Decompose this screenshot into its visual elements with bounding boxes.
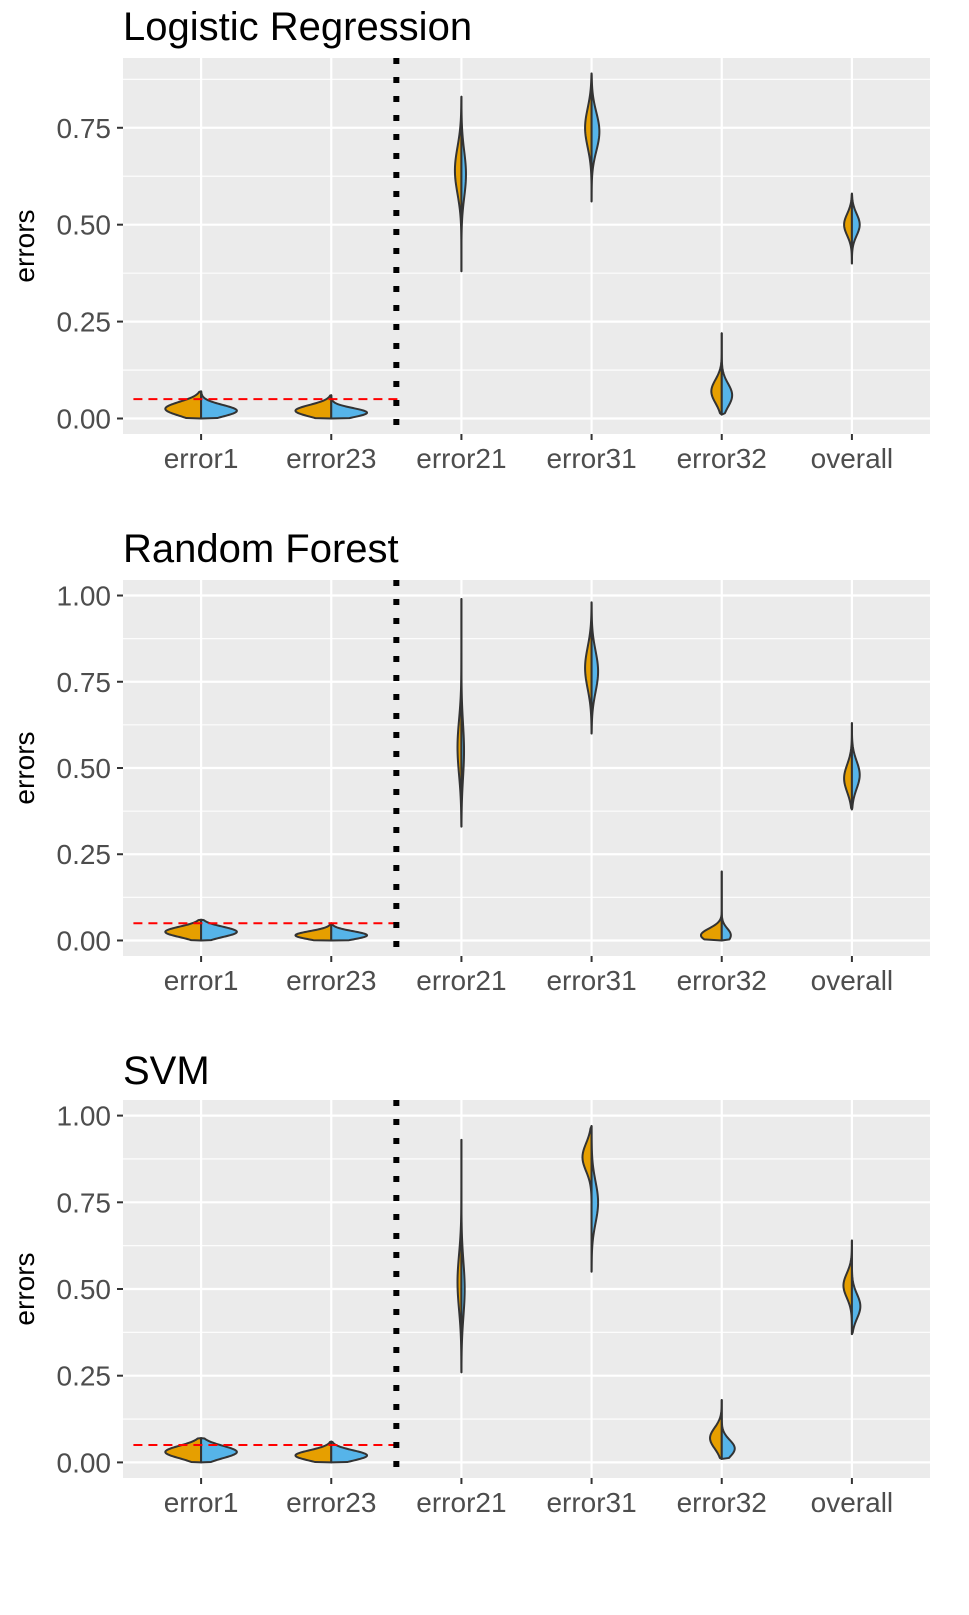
violin-right-error21 xyxy=(460,95,467,273)
panel-logistic-regression-title: Logistic Regression xyxy=(123,5,472,49)
x-tick-label-error32: error32 xyxy=(677,965,767,996)
violin-right-overall xyxy=(850,722,861,811)
violin-left-error1 xyxy=(164,918,203,942)
x-tick-label-error23: error23 xyxy=(286,1487,376,1518)
y-tick-label: 0.75 xyxy=(57,1187,112,1218)
x-tick-label-error1: error1 xyxy=(164,1487,239,1518)
x-tick-label-overall: overall xyxy=(811,443,893,474)
violin-right-error21 xyxy=(460,1138,466,1374)
panel-svm-title: SVM xyxy=(123,1049,210,1093)
panel-random-forest-title: Random Forest xyxy=(123,527,399,571)
panel-logistic-regression-y-axis-title: errors xyxy=(9,209,40,282)
y-tick-label: 0.25 xyxy=(57,1361,112,1392)
x-tick-label-error1: error1 xyxy=(164,965,239,996)
y-tick-label: 0.25 xyxy=(57,307,112,338)
panel-random-forest-y-axis-title: errors xyxy=(9,731,40,804)
panel-logistic-regression-background xyxy=(123,58,930,434)
violin-right-error23 xyxy=(330,922,369,942)
x-tick-label-error21: error21 xyxy=(416,1487,506,1518)
violin-right-error32 xyxy=(720,1398,736,1460)
panel-random-forest: 0.00 0.25 0.50 0.75 1.00 error1 error23 error21… xyxy=(9,527,930,996)
violin-right-error31 xyxy=(590,72,601,203)
y-tick-label: 0.00 xyxy=(57,403,112,434)
violin-right-error32 xyxy=(720,332,734,416)
x-tick-label-error1: error1 xyxy=(164,443,239,474)
x-tick-label-error31: error31 xyxy=(546,965,636,996)
y-tick-label: 0.75 xyxy=(57,667,112,698)
violin-left-error1 xyxy=(164,390,203,420)
violin-right-overall xyxy=(850,1239,862,1336)
violin-right-error21 xyxy=(460,597,466,828)
x-tick-label-error31: error31 xyxy=(546,443,636,474)
violin-left-error23 xyxy=(294,922,333,942)
x-tick-label-error31: error31 xyxy=(546,1487,636,1518)
y-tick-label: 1.00 xyxy=(57,1101,112,1132)
y-tick-label: 0.00 xyxy=(57,1447,112,1478)
x-tick-label-error23: error23 xyxy=(286,965,376,996)
x-tick-label-error23: error23 xyxy=(286,443,376,474)
y-tick-label: 0.25 xyxy=(57,839,112,870)
panel-logistic-regression: 0.00 0.25 0.50 0.75 error1 error23 error21 erro… xyxy=(9,5,930,474)
x-tick-label-error32: error32 xyxy=(677,443,767,474)
violin-right-error31 xyxy=(590,601,600,735)
violin-left-error23 xyxy=(294,1440,333,1464)
y-tick-label: 1.00 xyxy=(57,581,112,612)
violin-left-error1 xyxy=(164,1437,203,1464)
violin-right-overall xyxy=(850,192,861,265)
x-tick-label-overall: overall xyxy=(811,1487,893,1518)
y-tick-label: 0.00 xyxy=(57,925,112,956)
x-tick-label-error32: error32 xyxy=(677,1487,767,1518)
violin-right-error1 xyxy=(200,390,238,420)
violin-right-error32 xyxy=(720,870,732,942)
panel-svm-y-axis-title: errors xyxy=(9,1252,40,1325)
x-tick-label-overall: overall xyxy=(811,965,893,996)
violin-left-error23 xyxy=(294,394,333,420)
panel-svm: 0.00 0.25 0.50 0.75 1.00 error1 error23 error21… xyxy=(9,1049,930,1518)
y-tick-label: 0.50 xyxy=(57,1274,112,1305)
y-tick-label: 0.50 xyxy=(57,753,112,784)
x-tick-label-error21: error21 xyxy=(416,965,506,996)
violin-right-error31 xyxy=(590,1125,600,1273)
y-tick-label: 0.50 xyxy=(57,210,112,241)
x-tick-label-error21: error21 xyxy=(416,443,506,474)
y-tick-label: 0.75 xyxy=(57,113,112,144)
